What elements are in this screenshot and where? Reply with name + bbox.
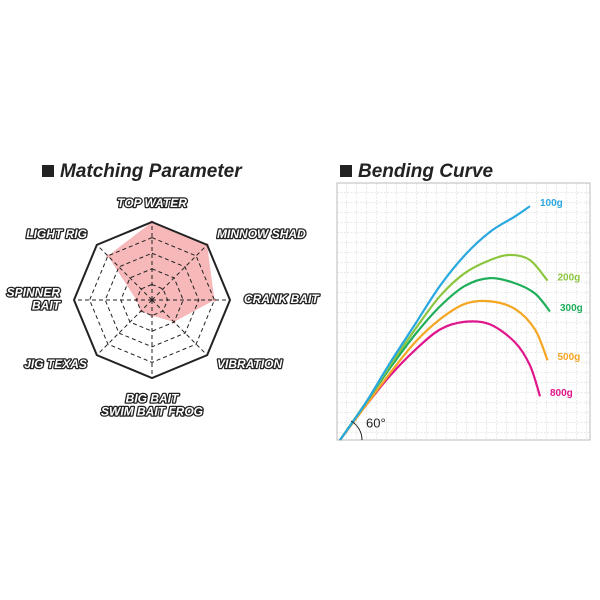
- axis-label: SPINNER BAIT: [7, 286, 62, 313]
- chart-title: Bending Curve: [358, 161, 494, 182]
- chart-title: Matching Parameter: [60, 161, 243, 182]
- angle-arc: [350, 420, 363, 441]
- axis-label: MINNOW SHAD: [217, 227, 306, 241]
- value-area: [107, 222, 215, 323]
- series-label: 200g: [558, 272, 581, 283]
- grid-ring: [120, 268, 184, 332]
- axis-label: VIBRATION: [217, 357, 282, 371]
- axis-label: BIG BAIT SWIM BAIT FROG: [101, 392, 203, 419]
- line-chart: 800g 500g 300g 200g 100g 60°: [339, 198, 583, 441]
- axis-label: LIGHT RIG: [26, 227, 87, 241]
- title-bullet: [42, 165, 54, 177]
- spoke: [96, 299, 153, 356]
- annotation: 60°: [366, 415, 386, 430]
- grid-ring: [104, 252, 200, 348]
- axis-label: TOP WATER: [117, 196, 187, 210]
- radar-chart: TOP WATER MINNOW SHAD CRANK BAIT VIBRATION B…: [5, 195, 321, 420]
- series-label: 500g: [558, 352, 581, 363]
- bending-curve: [339, 205, 531, 441]
- grid-ring: [135, 283, 169, 317]
- spoke: [151, 244, 208, 301]
- series-label: 800g: [550, 388, 573, 399]
- spoke: [151, 299, 208, 356]
- series-label: 300g: [560, 303, 583, 314]
- axis-label: JIG TEXAS: [24, 357, 87, 371]
- spoke: [96, 244, 153, 301]
- title-bullet: [340, 165, 352, 177]
- bending-curve: [339, 299, 549, 441]
- plot-area: [336, 182, 591, 441]
- grid-ring: [89, 237, 215, 363]
- series-label: 100g: [540, 198, 563, 209]
- axis-label: CRANK BAIT: [244, 292, 320, 306]
